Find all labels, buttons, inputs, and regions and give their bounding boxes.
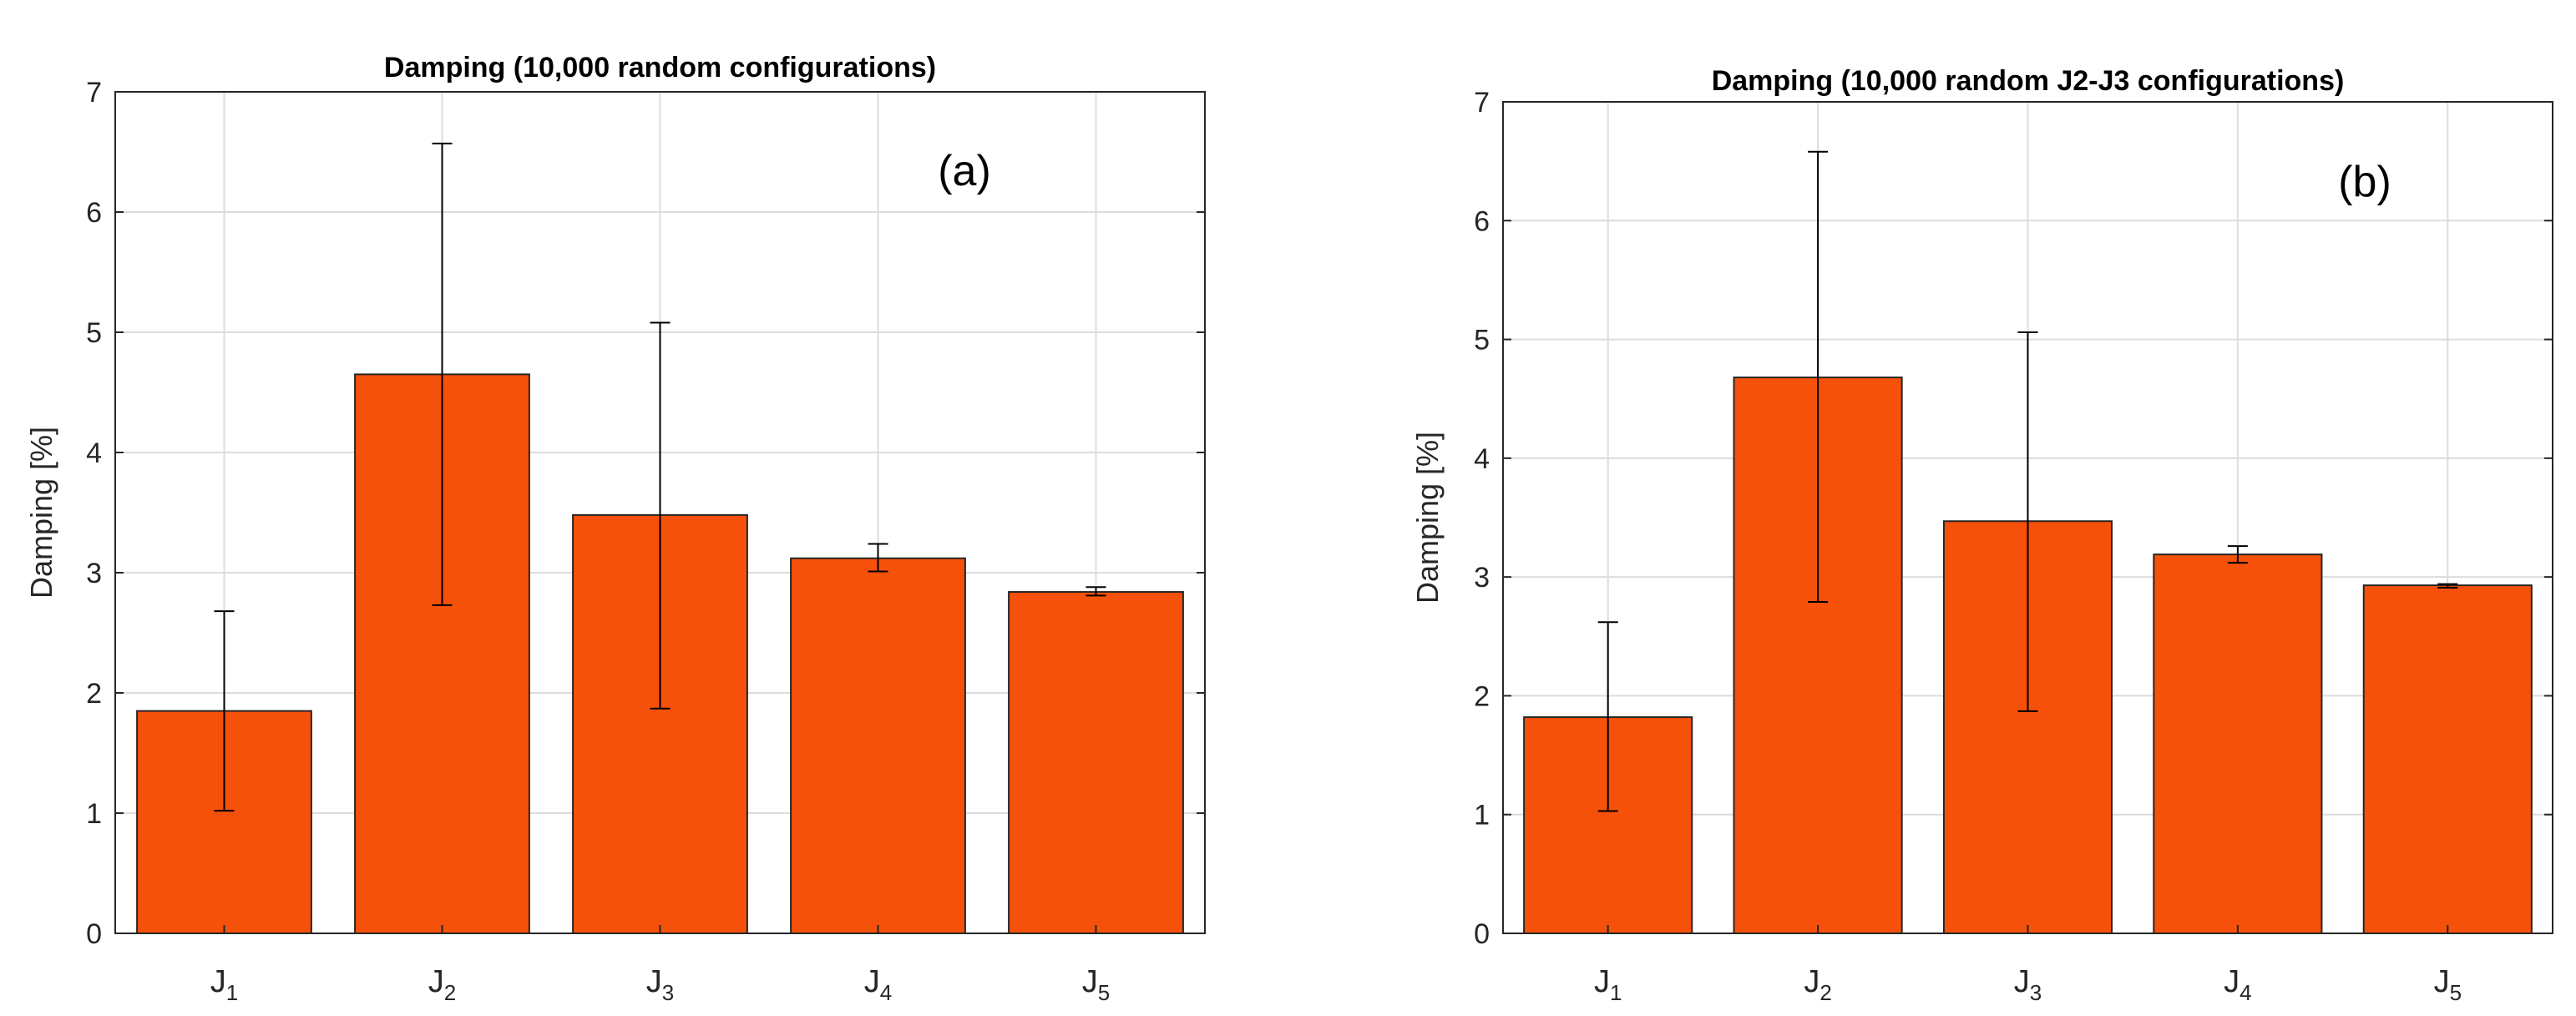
y-tick-label: 0: [86, 918, 102, 950]
x-tick-label-J2: J2: [1804, 964, 1831, 1005]
chart-title: Damping (10,000 random configurations): [384, 52, 936, 83]
bar-J4: [790, 557, 966, 934]
y-tick-label: 2: [1474, 680, 1490, 712]
x-tick-label-J2: J2: [428, 964, 456, 1005]
chart-title: Damping (10,000 random J2-J3 configurati…: [1712, 65, 2345, 97]
x-tick-label-J4: J4: [864, 964, 892, 1005]
chart-panel-b: 0 1 2 3 4 5 6 7 J1 J2 J3 J4 J5 Damping (10,000 random…: [1410, 65, 2553, 1005]
y-tick-label: 5: [1474, 325, 1490, 356]
y-tick-label: 3: [1474, 562, 1490, 594]
y-tick-label: 6: [86, 197, 102, 229]
panel-label: (a): [938, 147, 991, 195]
x-tick-label-J3: J3: [646, 964, 674, 1005]
y-tick-label: 6: [1474, 205, 1490, 237]
y-tick-label: 7: [86, 77, 102, 109]
y-tick-label: 3: [86, 558, 102, 589]
x-tick-label-J1: J1: [210, 964, 238, 1005]
y-tick-label: 5: [86, 317, 102, 349]
panel-label: (b): [2338, 158, 2391, 206]
y-tick-label: 1: [86, 798, 102, 830]
y-tick-label: 2: [86, 678, 102, 710]
x-tick-label-J1: J1: [1594, 964, 1622, 1005]
y-tick-label: 7: [1474, 87, 1490, 119]
y-axis-label: Damping [%]: [1410, 432, 1445, 604]
x-tick-label-J3: J3: [2014, 964, 2042, 1005]
x-tick-label-J5: J5: [1082, 964, 1110, 1005]
y-tick-label: 4: [86, 437, 102, 469]
y-tick-label: 0: [1474, 918, 1490, 950]
x-tick-label-J5: J5: [2434, 964, 2462, 1005]
bar-J4: [2153, 553, 2323, 934]
chart-panel-a: 0 1 2 3 4 5 6 7 J1 J2 J3 J4 J5 Damping (10,000 random…: [24, 52, 1206, 1005]
x-tick-label-J4: J4: [2224, 964, 2251, 1005]
y-tick-label: 1: [1474, 800, 1490, 832]
bar-J5: [2362, 584, 2533, 934]
y-tick-label: 4: [1474, 443, 1490, 475]
bar-J5: [1008, 591, 1184, 934]
y-axis-label: Damping [%]: [24, 427, 58, 599]
